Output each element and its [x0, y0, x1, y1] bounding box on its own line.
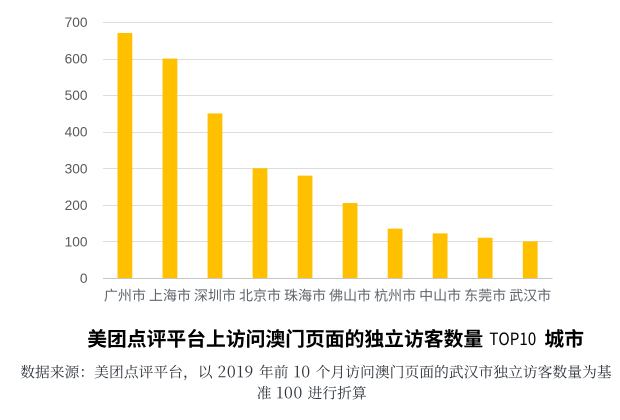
svg-text:600: 600 — [65, 52, 88, 67]
svg-text:0: 0 — [80, 271, 88, 286]
svg-text:700: 700 — [65, 15, 88, 30]
svg-text:300: 300 — [65, 161, 88, 176]
svg-text:100: 100 — [65, 234, 88, 249]
svg-text:400: 400 — [65, 125, 88, 140]
svg-text:500: 500 — [65, 88, 88, 103]
svg-text:200: 200 — [65, 198, 88, 213]
